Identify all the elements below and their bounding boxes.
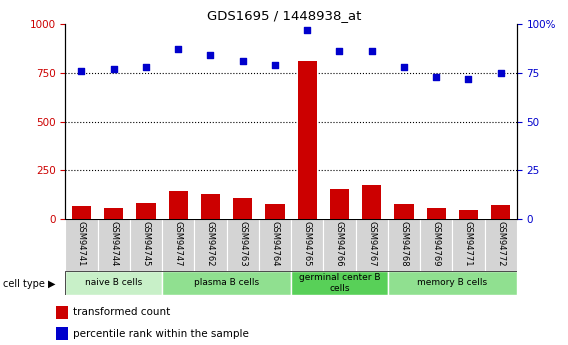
Bar bbox=[98, 219, 130, 271]
Text: GSM94745: GSM94745 bbox=[141, 221, 151, 266]
Text: GSM94769: GSM94769 bbox=[432, 221, 441, 266]
Text: GSM94762: GSM94762 bbox=[206, 221, 215, 266]
Point bbox=[335, 49, 344, 54]
Bar bbox=[162, 271, 291, 295]
Bar bbox=[394, 205, 414, 219]
Bar bbox=[362, 185, 382, 219]
Text: memory B cells: memory B cells bbox=[417, 278, 487, 287]
Text: GSM94767: GSM94767 bbox=[367, 221, 376, 266]
Bar bbox=[420, 219, 452, 271]
Bar bbox=[323, 219, 356, 271]
Text: naive B cells: naive B cells bbox=[85, 278, 143, 287]
Point bbox=[496, 70, 506, 76]
Bar bbox=[65, 271, 162, 295]
Point bbox=[77, 68, 86, 74]
Text: cell type ▶: cell type ▶ bbox=[3, 279, 55, 288]
Point bbox=[174, 47, 183, 52]
Bar bbox=[65, 219, 98, 271]
Text: GSM94765: GSM94765 bbox=[303, 221, 312, 266]
Text: GSM94744: GSM94744 bbox=[109, 221, 118, 266]
Bar bbox=[130, 219, 162, 271]
Bar bbox=[201, 194, 220, 219]
Bar bbox=[265, 205, 285, 219]
Text: GSM94747: GSM94747 bbox=[174, 221, 183, 266]
Text: GSM94766: GSM94766 bbox=[335, 221, 344, 266]
Text: GSM94772: GSM94772 bbox=[496, 221, 506, 266]
Bar bbox=[388, 219, 420, 271]
Text: plasma B cells: plasma B cells bbox=[194, 278, 259, 287]
Text: GSM94768: GSM94768 bbox=[399, 221, 408, 266]
Bar bbox=[233, 198, 252, 219]
Bar bbox=[56, 327, 68, 340]
Point bbox=[464, 76, 473, 81]
Point bbox=[303, 27, 312, 33]
Bar bbox=[427, 208, 446, 219]
Bar bbox=[194, 219, 227, 271]
Text: transformed count: transformed count bbox=[73, 307, 170, 317]
Text: GSM94741: GSM94741 bbox=[77, 221, 86, 266]
Point bbox=[141, 64, 151, 70]
Bar bbox=[298, 61, 317, 219]
Bar bbox=[169, 191, 188, 219]
Bar bbox=[459, 210, 478, 219]
Bar bbox=[56, 306, 68, 319]
Point bbox=[206, 52, 215, 58]
Bar bbox=[104, 208, 123, 219]
Bar bbox=[136, 203, 156, 219]
Text: GSM94763: GSM94763 bbox=[238, 221, 247, 266]
Text: percentile rank within the sample: percentile rank within the sample bbox=[73, 329, 249, 339]
Bar bbox=[227, 219, 259, 271]
Bar bbox=[452, 219, 485, 271]
Bar bbox=[72, 206, 91, 219]
Text: germinal center B
cells: germinal center B cells bbox=[299, 273, 380, 293]
Bar bbox=[330, 189, 349, 219]
Bar bbox=[356, 219, 388, 271]
Point bbox=[367, 49, 376, 54]
Bar bbox=[388, 271, 517, 295]
Point bbox=[270, 62, 279, 68]
Text: GSM94771: GSM94771 bbox=[464, 221, 473, 266]
Text: GSM94764: GSM94764 bbox=[270, 221, 279, 266]
Text: GDS1695 / 1448938_at: GDS1695 / 1448938_at bbox=[207, 9, 361, 22]
Bar bbox=[162, 219, 194, 271]
Bar bbox=[291, 219, 323, 271]
Point bbox=[109, 66, 118, 72]
Bar bbox=[485, 219, 517, 271]
Bar bbox=[259, 219, 291, 271]
Bar bbox=[491, 205, 511, 219]
Point bbox=[399, 64, 408, 70]
Point bbox=[432, 74, 441, 80]
Point bbox=[238, 58, 247, 64]
Bar bbox=[291, 271, 388, 295]
